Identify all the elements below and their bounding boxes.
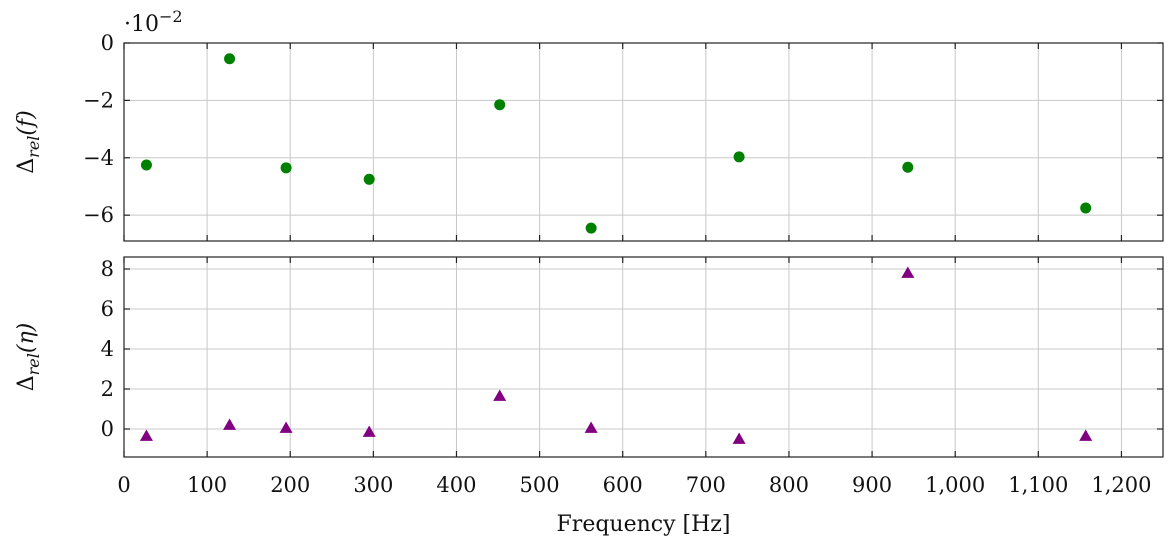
x-tick-label: 0 (117, 473, 130, 497)
y-exponent-label: ·10−2 (124, 7, 183, 37)
y-exponent-base: ·10 (124, 12, 159, 37)
y-tick-label: 2 (101, 377, 114, 401)
data-point (140, 159, 152, 171)
y-axis-label-symbol: Δ (14, 158, 39, 174)
data-point (494, 99, 506, 111)
data-point (362, 425, 376, 437)
x-tick-label: 1,000 (925, 473, 985, 497)
data-point (279, 421, 293, 433)
y-tick-label: −4 (83, 146, 114, 170)
data-point (733, 151, 745, 163)
y-axis-label-symbol: Δ (14, 375, 39, 391)
data-point (280, 162, 292, 174)
y-axis-label: Δrel(f) (14, 110, 43, 173)
bottom-panel: 0 2 4 6 8 0 100 200 300 400 500 600 700 800 900 1,000 1,… (14, 256, 1164, 537)
x-axis-label: Frequency [Hz] (557, 512, 731, 537)
data-point (224, 53, 236, 65)
x-tick-label: 500 (520, 473, 560, 497)
y-tick-label: 6 (101, 297, 114, 321)
data-point (223, 418, 237, 430)
y-tick-label: 0 (101, 31, 114, 55)
y-axis-label-subscript: rel (24, 353, 43, 375)
y-exponent-power: −2 (159, 7, 183, 26)
y-axis-label-argument: (f) (14, 110, 39, 135)
y-tick-label: 0 (101, 417, 114, 441)
x-tick-label: 1,200 (1091, 473, 1151, 497)
plot-frame (123, 256, 1164, 458)
plot-frame (123, 42, 1164, 242)
x-tick-label: 700 (686, 473, 726, 497)
x-tick-label: 600 (603, 473, 643, 497)
x-tick-label: 1,100 (1008, 473, 1068, 497)
data-point (584, 421, 598, 433)
data-point (732, 432, 746, 444)
data-point (1080, 202, 1092, 214)
x-tick-label: 200 (270, 473, 310, 497)
data-point (1079, 429, 1093, 441)
data-point (901, 266, 915, 278)
x-tick-label: 300 (353, 473, 393, 497)
y-axis-label-subscript: rel (24, 136, 43, 158)
data-point (902, 161, 914, 173)
x-tick-label: 400 (436, 473, 476, 497)
y-tick-label: 8 (101, 257, 114, 281)
y-axis-label-argument: (η) (14, 323, 39, 353)
data-point (363, 173, 375, 185)
x-tick-label: 100 (187, 473, 227, 497)
y-tick-label: −6 (83, 203, 114, 227)
y-tick-label: −2 (83, 88, 114, 112)
y-axis-label: Δrel(η) (14, 323, 43, 391)
x-tick-label: 900 (852, 473, 892, 497)
data-point (139, 429, 153, 441)
data-point (493, 389, 507, 401)
y-tick-label: 4 (101, 337, 114, 361)
data-point (585, 222, 597, 234)
x-tick-label: 800 (769, 473, 809, 497)
